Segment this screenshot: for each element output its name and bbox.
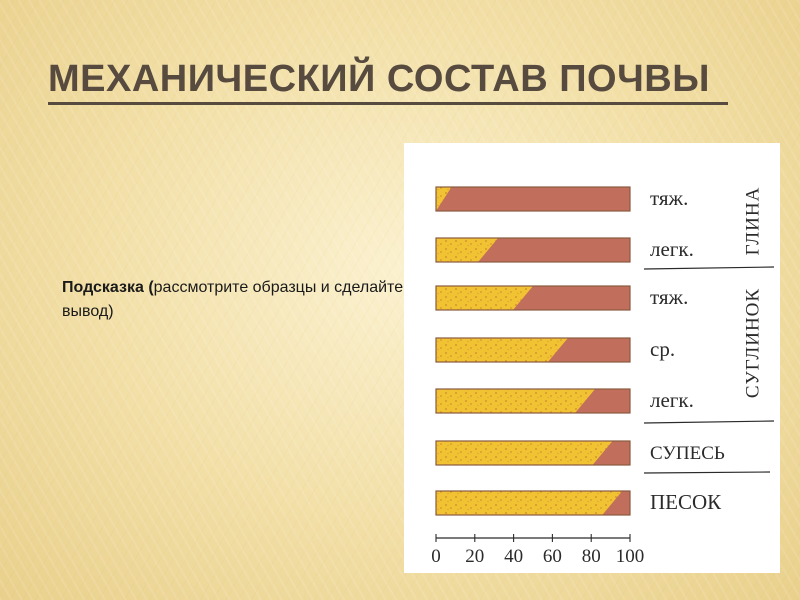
hint-text: Подсказка (рассмотрите образцы и сделайт… [62, 276, 407, 324]
clay-fill-6 [602, 491, 630, 515]
row-label-1: легк. [650, 237, 694, 261]
axis-tick-label-2: 40 [504, 546, 523, 567]
title-underline [48, 102, 728, 105]
hint-body: рассмотрите образцы и сделайте вывод) [62, 279, 404, 320]
clay-fill-0 [436, 187, 630, 211]
clay-fill-2 [513, 286, 630, 310]
axis-tick-label-5: 100 [616, 546, 645, 567]
sample-bar-0 [435, 186, 631, 212]
separator-clay-loam [643, 266, 775, 270]
sample-bar-4 [435, 388, 631, 414]
sample-bar-5 [435, 440, 631, 466]
slide-title: МЕХАНИЧЕСКИЙ СОСТАВ ПОЧВЫ [48, 58, 710, 100]
soil-diagram-svg: тяж. легк. тяж. ср. легк. СУПЕСЬ ПЕСОК ГЛИНА СУГ… [431, 186, 775, 567]
sample-bar-6 [435, 490, 631, 516]
row-label-3: ср. [650, 337, 675, 361]
separator-loam-sandyloam [643, 420, 775, 424]
group-label-0: ГЛИНА [742, 187, 763, 256]
row-label-4: легк. [650, 388, 694, 412]
axis-tick-label-3: 60 [543, 546, 562, 567]
axis-tick-label-4: 80 [582, 546, 601, 567]
separator-sandyloam-sand [643, 471, 771, 474]
clay-fill-3 [547, 338, 630, 362]
clay-fill-1 [478, 238, 630, 262]
hint-lead: Подсказка [62, 279, 144, 296]
axis-tick-label-0: 0 [431, 546, 441, 567]
soil-composition-figure: тяж. легк. тяж. ср. легк. СУПЕСЬ ПЕСОК ГЛИНА СУГ… [404, 143, 780, 573]
sample-bar-3 [435, 337, 631, 363]
sand-fill-6 [436, 491, 630, 515]
axis-tick-label-1: 20 [465, 546, 484, 567]
row-label-6: ПЕСОК [650, 490, 722, 514]
clay-fill-4 [575, 389, 630, 413]
row-label-5: СУПЕСЬ [650, 443, 725, 464]
clay-fill-5 [592, 441, 630, 465]
group-label-1: СУГЛИНОК [742, 288, 763, 398]
row-label-2: тяж. [650, 285, 688, 309]
sample-bar-2 [435, 285, 631, 311]
hint-open-paren: ( [143, 279, 154, 296]
row-label-0: тяж. [650, 186, 688, 210]
sample-bar-1 [435, 237, 631, 263]
